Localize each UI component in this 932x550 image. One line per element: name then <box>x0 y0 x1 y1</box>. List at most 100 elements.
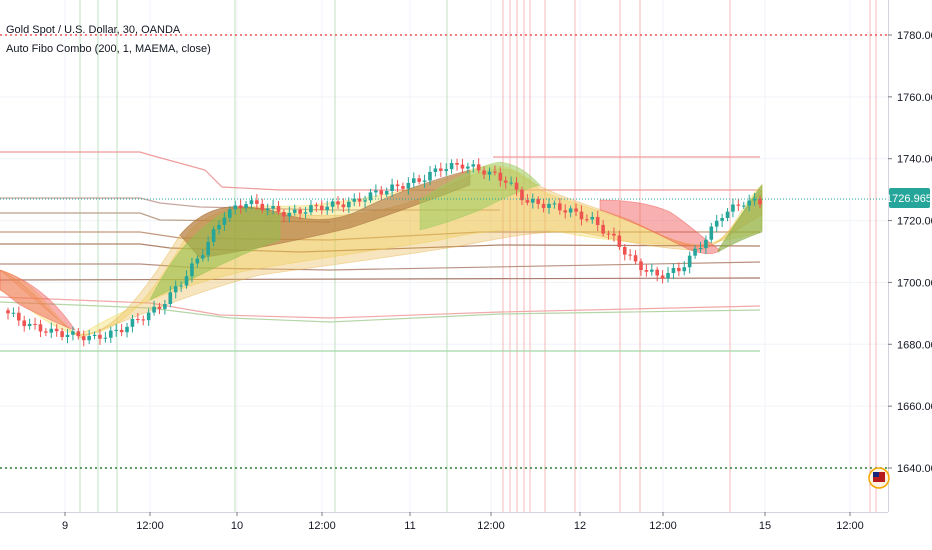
candle-body <box>336 201 340 205</box>
time-axis[interactable]: 9 12:00 10 12:00 11 12:00 12 12:00 15 12:00 <box>62 512 864 532</box>
candle-body <box>173 286 178 293</box>
candle-body <box>341 204 346 208</box>
ribbon-band <box>717 183 763 253</box>
event-icon[interactable] <box>868 467 890 489</box>
candle-body <box>49 328 54 333</box>
candle-body <box>622 246 627 255</box>
candle-body <box>244 204 248 208</box>
price-badge: 1726.965 <box>886 188 932 208</box>
candle-body <box>357 198 362 202</box>
candle-body <box>525 200 530 203</box>
candle-body <box>125 326 129 333</box>
candle-body <box>179 285 183 287</box>
candle-body <box>163 304 167 309</box>
time-tick-label: 15 <box>759 520 771 532</box>
candle-body <box>92 334 97 336</box>
candle-body <box>352 198 357 202</box>
price-tick-label: 1640.000 <box>897 463 932 475</box>
candle-body <box>65 334 70 338</box>
candle-body <box>574 208 578 212</box>
candle-body <box>395 184 400 187</box>
candle-body <box>579 211 584 220</box>
price-badge-text: 1726.965 <box>886 193 932 205</box>
candle-body <box>287 212 292 217</box>
candle-body <box>384 191 389 195</box>
candle-body <box>168 292 173 305</box>
candle-body <box>568 208 573 213</box>
candle-body <box>119 329 124 333</box>
candle-body <box>655 269 660 276</box>
candle-body <box>292 209 297 213</box>
candle-body <box>617 235 622 247</box>
price-axis[interactable]: 1780.000 1760.000 1740.000 1720.000 1700.000… <box>888 30 932 475</box>
candle-body <box>22 320 27 327</box>
candle-body <box>282 211 286 217</box>
candle-body <box>157 306 162 309</box>
candle-body <box>503 180 508 183</box>
candle-body <box>671 267 676 273</box>
candle-body <box>649 269 654 272</box>
candle-body <box>444 169 449 171</box>
candle-body <box>677 267 681 272</box>
candle-body <box>390 184 394 192</box>
candle-body <box>449 163 454 170</box>
candle-body <box>709 226 714 240</box>
candle-body <box>644 270 649 272</box>
candle-body <box>249 200 254 205</box>
time-tick-label: 12:00 <box>477 520 505 532</box>
candle-body <box>741 205 746 207</box>
candle-body <box>606 233 611 235</box>
candle-body <box>520 189 524 201</box>
candle-body <box>233 205 238 210</box>
legend: Gold Spot / U.S. Dollar, 30, OANDA Auto … <box>6 24 211 55</box>
candle-body <box>530 199 535 203</box>
candle-body <box>17 312 21 321</box>
candle-body <box>563 210 568 213</box>
candle-body <box>595 216 600 226</box>
candle-body <box>298 209 302 214</box>
candle-body <box>211 229 216 242</box>
candle-body <box>509 182 513 184</box>
candle-body <box>141 319 146 321</box>
price-tick-label: 1700.000 <box>897 277 932 289</box>
ribbon-band <box>0 269 76 331</box>
fibo-line <box>0 197 500 211</box>
candle-body <box>130 318 135 327</box>
price-tick-label: 1660.000 <box>897 401 932 413</box>
candle-body <box>558 203 562 211</box>
time-tick-label: 11 <box>404 520 415 532</box>
candle-body <box>687 255 692 268</box>
candle-body <box>758 198 762 205</box>
candle-body <box>222 217 227 225</box>
candle-body <box>374 190 378 193</box>
time-tick-label: 12:00 <box>649 520 677 532</box>
candle-body <box>11 312 16 314</box>
flag-canton <box>873 472 879 477</box>
price-badge-bg <box>889 188 930 208</box>
symbol-title: Gold Spot / U.S. Dollar, 30, OANDA <box>6 24 181 36</box>
candle-body <box>552 203 557 205</box>
price-tick-label: 1720.000 <box>897 216 932 228</box>
candle-body <box>114 329 119 331</box>
candle-body <box>612 233 616 236</box>
candle-body <box>482 170 486 175</box>
candle-body <box>271 206 275 209</box>
candle-body <box>720 218 724 221</box>
candle-body <box>601 225 605 234</box>
candle-body <box>547 203 551 208</box>
time-tick-label: 12:00 <box>308 520 336 532</box>
candle-body <box>693 248 697 256</box>
candle-body <box>368 192 373 201</box>
candle-body <box>731 204 735 212</box>
candle-body <box>714 220 719 227</box>
candle-body <box>98 334 102 339</box>
candle-body <box>200 255 205 259</box>
candle-body <box>276 206 281 212</box>
candle-body <box>303 212 308 214</box>
price-tick-label: 1760.000 <box>897 92 932 104</box>
fibo-line <box>0 296 761 319</box>
candle-body <box>108 330 113 338</box>
candle-body <box>417 178 421 182</box>
candle-body <box>146 312 151 321</box>
